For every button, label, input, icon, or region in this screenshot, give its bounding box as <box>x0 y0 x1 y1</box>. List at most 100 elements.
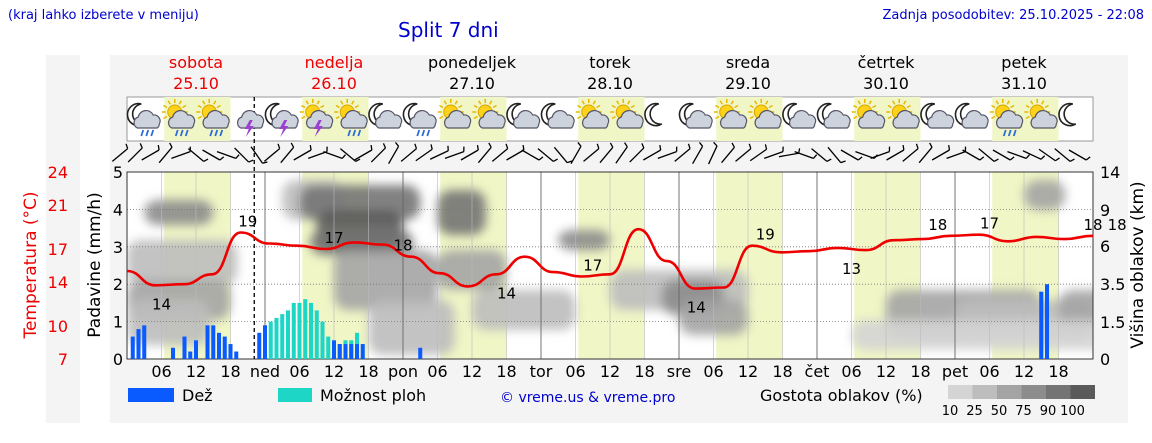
sun-cloud-icon <box>886 99 920 129</box>
x-tick-label: 06 <box>703 362 723 381</box>
wind-barb <box>280 142 295 164</box>
rain-bar <box>216 332 222 359</box>
credit: © vreme.us & vreme.pro <box>500 390 675 406</box>
precipitation-tick: 2 <box>113 275 123 294</box>
wind-barb <box>870 146 891 160</box>
cloud-height-axis-label: Višina oblakov (km) <box>1128 181 1148 348</box>
cloud-density-tick: 10 <box>942 404 959 419</box>
wind-barb <box>674 143 691 162</box>
wind-barb <box>811 148 832 162</box>
x-tick-label: 06 <box>427 362 447 381</box>
cloud-density-tick: 90 <box>1040 404 1057 419</box>
storm-bar <box>274 317 279 359</box>
wind-barb <box>735 143 752 162</box>
sun-cloud-icon <box>748 99 782 129</box>
wind-barb <box>599 142 614 164</box>
wind-barb <box>749 144 768 162</box>
temperature-label: 19 <box>756 226 775 244</box>
temperature-tick: 24 <box>48 163 68 182</box>
day-date: 31.10 <box>1001 74 1047 93</box>
wind-barb <box>477 142 492 164</box>
day-date: 26.10 <box>311 74 357 93</box>
sun-cloud-icon <box>472 99 506 129</box>
x-tick-label: 12 <box>876 362 896 381</box>
left-axis-panel <box>46 55 80 423</box>
x-tick-label: 18 <box>910 362 930 381</box>
moon-cloud-icon <box>816 102 851 129</box>
moon-icon <box>644 102 663 127</box>
cloud-density-swatch <box>997 385 1022 399</box>
temperature-tick: 17 <box>48 240 68 259</box>
cloud-density-swatch <box>972 385 997 399</box>
wind-barb <box>234 147 254 163</box>
temperature-label: 17 <box>583 257 602 275</box>
wind-barb <box>657 146 678 160</box>
x-tick-label: ned <box>250 362 280 381</box>
wind-barb <box>400 143 418 162</box>
temperature-series: 141917181417141913181718181818 <box>126 213 1127 317</box>
cloud-blob <box>1024 180 1066 210</box>
cloud-blob <box>851 320 1093 350</box>
cloud-blob <box>144 200 214 225</box>
moon-cloud-icon <box>506 102 541 129</box>
temperature-line <box>126 227 1094 290</box>
wind-barb <box>506 144 525 161</box>
wind-barb <box>946 146 967 160</box>
sun-cloud-rain-icon <box>196 99 230 137</box>
wind-barb <box>978 148 999 162</box>
rain-bar <box>354 344 360 359</box>
wind-barb <box>250 146 268 164</box>
cloud-height-tick: 1.5 <box>1100 313 1125 332</box>
wind-barb <box>643 144 662 161</box>
temperature-tick: 7 <box>58 350 68 369</box>
temperature-tick: 10 <box>48 317 68 336</box>
wind-barb <box>127 143 143 163</box>
storm-bar <box>297 302 302 359</box>
x-tick-label: 12 <box>1014 362 1034 381</box>
temperature-tick: 21 <box>48 196 68 215</box>
x-tick-label: 18 <box>1048 362 1068 381</box>
day-date: 30.10 <box>863 74 909 93</box>
temperature-label: 19 <box>238 213 257 231</box>
wind-barb <box>553 146 573 164</box>
x-tick-label: 18 <box>220 362 240 381</box>
rain-bar <box>418 347 423 359</box>
rain-bar <box>343 344 348 359</box>
day-name: ponedeljek <box>428 53 517 72</box>
rain-bar <box>262 325 268 359</box>
rain-legend-swatch <box>128 388 174 402</box>
temperature-label: 18 <box>393 237 412 255</box>
sun-cloud-icon <box>575 99 610 129</box>
x-tick-label: 18 <box>634 362 654 381</box>
day-name: sobota <box>169 53 223 72</box>
wind-barb <box>962 149 985 161</box>
moon-cloud-icon <box>678 102 713 129</box>
wind-barb <box>307 146 328 160</box>
wind-barb <box>111 143 129 162</box>
legend: Dež Možnost ploh © vreme.us & vreme.pro Gos… <box>128 385 1095 419</box>
wind-barb <box>460 144 479 161</box>
storm-legend-label: Možnost ploh <box>320 386 426 405</box>
cloud-blob <box>437 190 486 235</box>
wind-barb <box>293 144 312 161</box>
wind-barb <box>763 146 784 160</box>
wind-barb <box>629 143 645 163</box>
wind-barb <box>1054 148 1075 162</box>
wind-barb <box>1022 150 1046 160</box>
storm-bar <box>280 314 285 359</box>
wind-barb <box>886 144 905 161</box>
rain-bar <box>130 336 135 359</box>
moon-cloud-rain-icon <box>402 102 437 137</box>
temperature-label: 14 <box>152 295 171 313</box>
storm-bar <box>326 336 331 359</box>
day-name: nedelja <box>305 53 364 72</box>
temperature-axis-label: Temperatura (°C) <box>21 191 41 339</box>
sun-cloud-lightning-icon <box>299 99 334 137</box>
temperature-label: 13 <box>842 260 861 278</box>
x-tick-label: 06 <box>151 362 171 381</box>
x-tick-label: 12 <box>324 362 344 381</box>
sun-cloud-rain-icon <box>989 99 1024 137</box>
wind-barb <box>827 146 846 164</box>
precipitation-tick: 4 <box>113 200 123 219</box>
storm-bar <box>320 321 325 359</box>
